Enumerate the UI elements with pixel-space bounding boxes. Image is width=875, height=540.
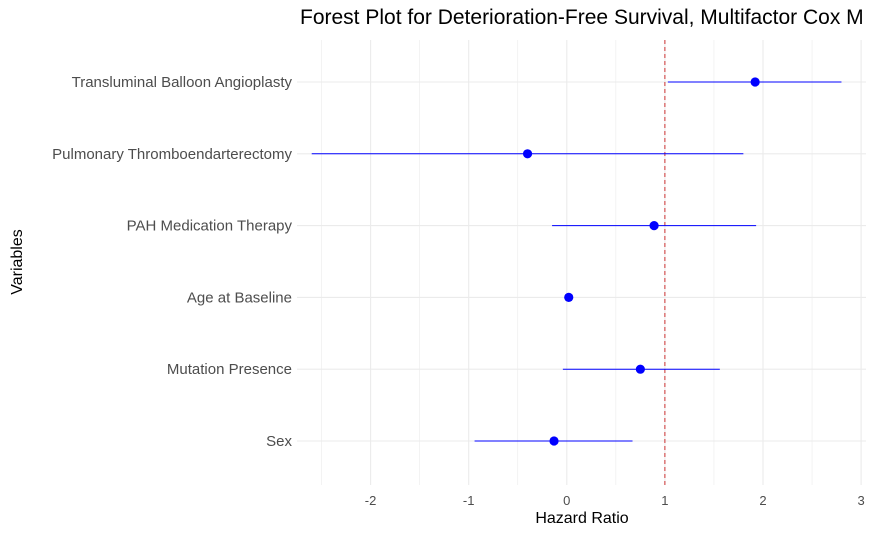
y-tick-label: Pulmonary Thromboendarterectomy (52, 146, 292, 163)
y-axis-label: Variables (9, 229, 26, 295)
y-tick-label: Age at Baseline (187, 289, 292, 306)
estimate-point (564, 292, 574, 302)
y-tick-label: Mutation Presence (167, 361, 292, 378)
estimate-point (522, 149, 533, 159)
estimate-point (635, 364, 645, 374)
x-tick-label: 2 (759, 493, 766, 508)
y-tick-label: Sex (266, 433, 292, 450)
x-tick-label: 1 (661, 493, 668, 508)
y-tick-label: Transluminal Balloon Angioplasty (72, 74, 293, 91)
estimate-point (750, 77, 760, 87)
x-tick-label: -2 (365, 493, 377, 508)
x-tick-label: -1 (463, 493, 475, 508)
x-axis-label: Hazard Ratio (535, 510, 629, 527)
chart-title: Forest Plot for Deterioration-Free Survi… (300, 6, 864, 29)
estimate-point (549, 436, 559, 446)
y-tick-label: PAH Medication Therapy (127, 218, 293, 235)
x-tick-label: 3 (857, 493, 864, 508)
x-tick-label: 0 (563, 493, 570, 508)
estimate-point (649, 221, 659, 231)
